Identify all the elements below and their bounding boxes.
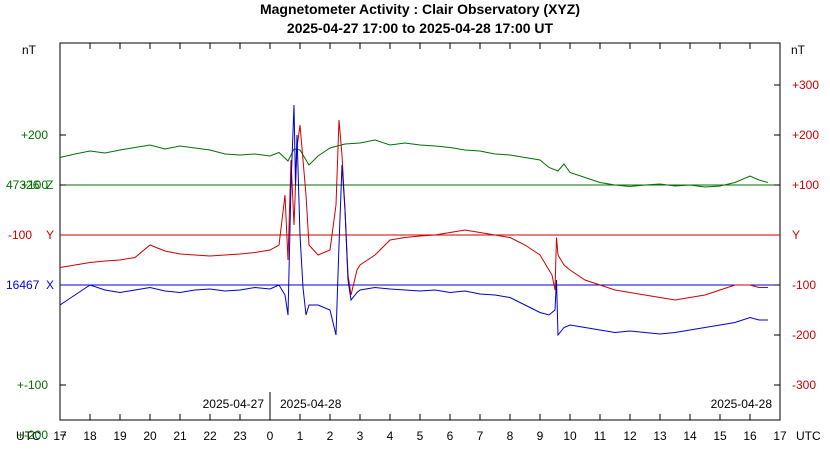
x-tick-label: 22 bbox=[203, 429, 217, 443]
x-tick-label: 0 bbox=[267, 429, 274, 443]
x-tick-label: 19 bbox=[113, 429, 127, 443]
right-tick-label: +200 bbox=[792, 128, 819, 142]
right-tick-label: -100 bbox=[792, 278, 816, 292]
x-tick-label: 12 bbox=[623, 429, 637, 443]
baseline-y-letter: Y bbox=[46, 228, 54, 242]
x-tick-label: 18 bbox=[83, 429, 97, 443]
chart-subtitle: 2025-04-27 17:00 to 2025-04-28 17:00 UT bbox=[287, 20, 554, 36]
date-label: 2025-04-27 bbox=[203, 397, 265, 411]
series-layer bbox=[59, 104, 769, 337]
x-tick-label: 23 bbox=[233, 429, 247, 443]
baseline-y-value: -100 bbox=[8, 228, 32, 242]
left-tick-label: +-200 bbox=[17, 428, 48, 442]
right-tick-label: +100 bbox=[792, 178, 819, 192]
right-tick-label: -200 bbox=[792, 328, 816, 342]
x-axis: 17 18 19 20 21 22 23 0 1 2 3 4 5 6 7 8 9 10 11 12 13 14 15 16 17 bbox=[53, 43, 787, 443]
baseline-z-value: 47326 bbox=[6, 178, 40, 192]
right-units-label: nT bbox=[791, 43, 806, 57]
x-tick-label: 3 bbox=[357, 429, 364, 443]
x-tick-label: 10 bbox=[563, 429, 577, 443]
x-tick-label: 15 bbox=[713, 429, 727, 443]
x-tick-label: 1 bbox=[297, 429, 304, 443]
left-axis: +200 +100 +-100 +-200 bbox=[17, 128, 66, 442]
x-tick-label: 20 bbox=[143, 429, 157, 443]
x-tick-label: 13 bbox=[653, 429, 667, 443]
x-tick-label: 17 bbox=[53, 429, 67, 443]
chart-title: Magnetometer Activity : Clair Observator… bbox=[260, 1, 580, 17]
x-tick-label: 21 bbox=[173, 429, 187, 443]
left-units-label: nT bbox=[22, 43, 37, 57]
x-tick-label: 9 bbox=[537, 429, 544, 443]
x-axis-label-right: UTC bbox=[796, 429, 821, 443]
x-tick-label: 6 bbox=[447, 429, 454, 443]
left-tick-label: +100 bbox=[21, 178, 48, 192]
left-tick-label: +200 bbox=[21, 128, 48, 142]
left-tick-label: +-100 bbox=[17, 378, 48, 392]
x-tick-label: 14 bbox=[683, 429, 697, 443]
series-line-z bbox=[59, 139, 769, 188]
x-axis-label: UTC bbox=[16, 429, 41, 443]
baseline-x-letter: X bbox=[46, 278, 54, 292]
x-tick-label: 4 bbox=[387, 429, 394, 443]
right-baseline-y-letter: Y bbox=[792, 228, 800, 242]
series-line-x bbox=[59, 104, 768, 337]
x-tick-label: 16 bbox=[743, 429, 757, 443]
series-line-y bbox=[59, 119, 768, 301]
baseline-z-letter: Z bbox=[46, 178, 53, 192]
date-label: 2025-04-28 bbox=[711, 397, 773, 411]
baseline-x-value: 16467 bbox=[6, 278, 40, 292]
right-tick-label: -300 bbox=[792, 378, 816, 392]
x-tick-label: 5 bbox=[417, 429, 424, 443]
date-labels: 2025-04-27 2025-04-28 2025-04-28 bbox=[203, 397, 773, 411]
right-axis: +300 +200 +100 -100 -200 -300 bbox=[774, 78, 819, 392]
x-tick-label: 17 bbox=[773, 429, 787, 443]
date-label: 2025-04-28 bbox=[280, 397, 342, 411]
right-tick-label: +300 bbox=[792, 78, 819, 92]
x-tick-label: 7 bbox=[477, 429, 484, 443]
plot-frame bbox=[59, 42, 781, 421]
x-tick-label: 8 bbox=[507, 429, 514, 443]
x-tick-label: 2 bbox=[327, 429, 334, 443]
x-tick-label: 11 bbox=[594, 429, 607, 443]
